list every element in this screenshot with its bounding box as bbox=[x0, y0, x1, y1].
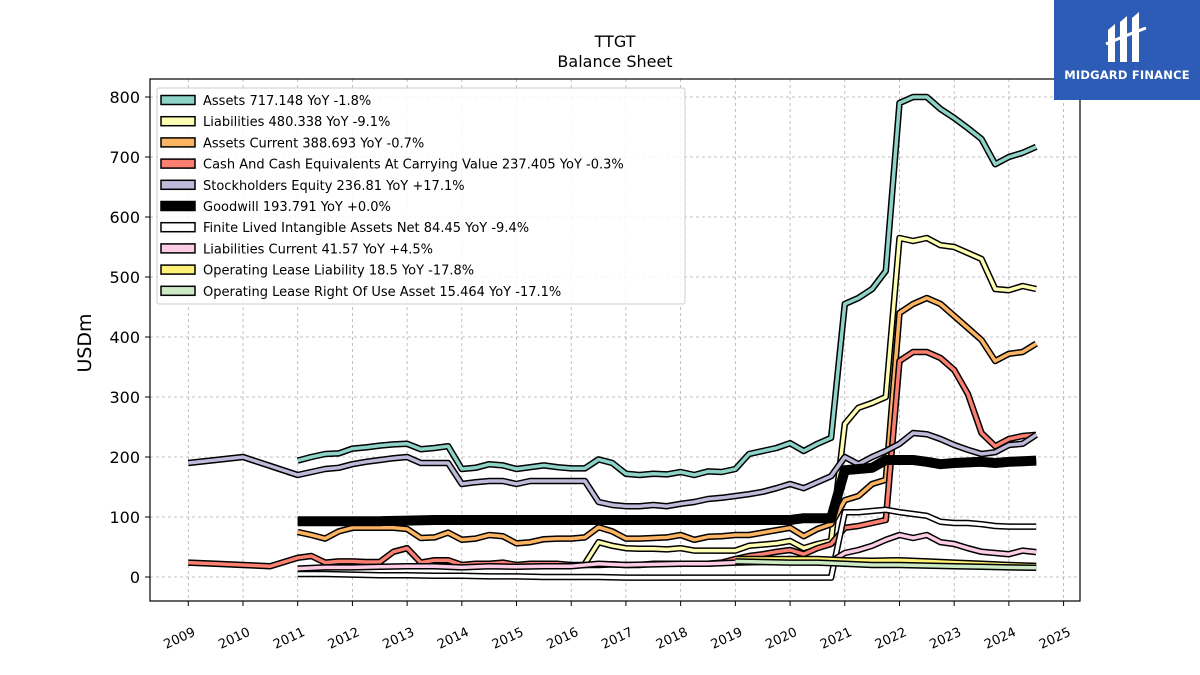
legend-entry: Goodwill 193.791 YoY +0.0% bbox=[160, 200, 391, 215]
legend-label: Operating Lease Liability 18.5 YoY -17.8… bbox=[203, 264, 474, 279]
legend-label: Assets 717.148 YoY -1.8% bbox=[203, 94, 371, 109]
legend-entry: Stockholders Equity 236.81 YoY +17.1% bbox=[160, 179, 465, 194]
y-tick-label: 500 bbox=[109, 268, 140, 287]
series-line bbox=[188, 431, 1038, 508]
y-tick-label: 0 bbox=[130, 568, 140, 587]
legend-entry: Cash And Cash Equivalents At Carrying Va… bbox=[160, 158, 624, 173]
series-assets-current bbox=[297, 294, 1038, 547]
x-tick-label: 2024 bbox=[982, 625, 1018, 653]
legend-entry: Liabilities 480.338 YoY -9.1% bbox=[160, 115, 390, 130]
legend-entry: Operating Lease Liability 18.5 YoY -17.8… bbox=[160, 264, 474, 279]
series-line bbox=[297, 296, 1038, 546]
x-tick-label: 2025 bbox=[1037, 625, 1073, 653]
legend-swatch bbox=[160, 115, 196, 127]
legend-label: Liabilities 480.338 YoY -9.1% bbox=[203, 115, 390, 130]
chart-title: TTGT bbox=[594, 32, 636, 51]
series-line bbox=[735, 559, 1037, 570]
series-line bbox=[297, 456, 1037, 525]
legend-entry: Finite Lived Intangible Assets Net 84.45… bbox=[160, 221, 529, 236]
legend-swatch bbox=[160, 200, 196, 212]
y-tick-label: 200 bbox=[109, 448, 140, 467]
series-line-outline bbox=[297, 455, 1037, 527]
x-tick-label: 2016 bbox=[545, 625, 581, 653]
y-tick-label: 600 bbox=[109, 208, 140, 227]
x-tick-label: 2021 bbox=[818, 625, 854, 653]
x-tick-label: 2018 bbox=[654, 625, 690, 653]
chart-subtitle: Balance Sheet bbox=[557, 52, 672, 71]
logo-text: MIDGARD FINANCE bbox=[1064, 68, 1190, 82]
y-axis-label: USDm bbox=[74, 313, 96, 372]
series-stockholders-equity bbox=[187, 429, 1038, 510]
legend-swatch bbox=[160, 158, 196, 169]
legend-swatch bbox=[160, 264, 196, 275]
series-assets bbox=[296, 93, 1038, 479]
series-liabilities bbox=[582, 234, 1037, 566]
series-line bbox=[297, 508, 1037, 580]
x-tick-label: 2014 bbox=[435, 625, 471, 653]
y-tick-label: 700 bbox=[109, 148, 140, 167]
legend-label: Operating Lease Right Of Use Asset 15.46… bbox=[203, 285, 561, 300]
x-tick-label: 2010 bbox=[216, 625, 252, 653]
legend-label: Liabilities Current 41.57 YoY +4.5% bbox=[203, 242, 433, 257]
legend-swatch bbox=[160, 285, 196, 297]
legend-entry: Assets Current 388.693 YoY -0.7% bbox=[160, 136, 424, 151]
legend-swatch bbox=[160, 94, 196, 106]
y-tick-label: 300 bbox=[109, 388, 140, 407]
legend: Assets 717.148 YoY -1.8% Liabilities 480.… bbox=[156, 87, 686, 305]
plot-frame bbox=[149, 78, 1081, 602]
x-tick-label: 2013 bbox=[380, 625, 416, 653]
legend-label: Finite Lived Intangible Assets Net 84.45… bbox=[203, 221, 529, 236]
series-lines bbox=[187, 93, 1038, 581]
y-tick-label: 100 bbox=[109, 508, 140, 527]
x-tick-label: 2020 bbox=[763, 625, 799, 653]
x-tick-label: 2019 bbox=[709, 625, 745, 653]
x-tick-label: 2011 bbox=[271, 625, 307, 653]
x-tick-label: 2015 bbox=[490, 625, 526, 653]
legend-swatch bbox=[160, 179, 196, 191]
x-tick-label: 2009 bbox=[162, 625, 198, 653]
legend-entry: Operating Lease Right Of Use Asset 15.46… bbox=[160, 285, 561, 300]
x-tick-label: 2017 bbox=[599, 625, 635, 653]
legend-swatch bbox=[160, 243, 196, 254]
x-tick-label: 2022 bbox=[873, 625, 909, 653]
legend-label: Assets Current 388.693 YoY -0.7% bbox=[203, 136, 424, 151]
legend-entry: Liabilities Current 41.57 YoY +4.5% bbox=[160, 242, 433, 257]
midgard-finance-logo: MIDGARD FINANCE bbox=[1054, 0, 1200, 100]
series-line bbox=[583, 236, 1037, 565]
legend-swatch bbox=[160, 221, 196, 233]
midgard-logo-icon bbox=[1105, 12, 1147, 62]
y-tick-label: 400 bbox=[109, 328, 140, 347]
x-tick-label: 2023 bbox=[928, 625, 964, 653]
series-operating-lease-right-of-use-asset bbox=[735, 558, 1037, 571]
legend-label: Cash And Cash Equivalents At Carrying Va… bbox=[203, 158, 624, 173]
x-tick-label: 2012 bbox=[326, 625, 362, 653]
legend-box bbox=[156, 87, 686, 305]
legend-entry: Assets 717.148 YoY -1.8% bbox=[160, 94, 371, 109]
series-line bbox=[297, 95, 1037, 477]
legend-label: Stockholders Equity 236.81 YoY +17.1% bbox=[203, 179, 465, 194]
y-tick-label: 800 bbox=[109, 88, 140, 107]
legend-swatch bbox=[160, 137, 196, 148]
legend-label: Goodwill 193.791 YoY +0.0% bbox=[203, 200, 391, 215]
series-finite-lived-intangible-assets-net bbox=[297, 506, 1037, 581]
series-goodwill bbox=[297, 455, 1037, 527]
